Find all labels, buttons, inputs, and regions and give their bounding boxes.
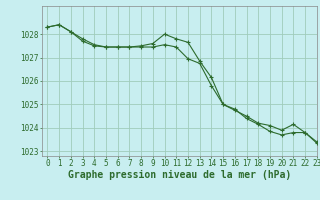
X-axis label: Graphe pression niveau de la mer (hPa): Graphe pression niveau de la mer (hPa) (68, 170, 291, 180)
